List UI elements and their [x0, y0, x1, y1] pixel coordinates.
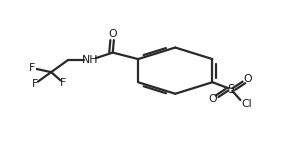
Text: F: F — [29, 63, 36, 73]
Text: Cl: Cl — [241, 99, 252, 109]
Text: O: O — [208, 94, 216, 104]
Text: F: F — [60, 78, 66, 88]
Text: NH: NH — [82, 55, 98, 65]
Text: O: O — [108, 29, 117, 39]
Text: S: S — [227, 83, 234, 96]
Text: O: O — [243, 74, 252, 84]
Text: F: F — [32, 79, 38, 89]
